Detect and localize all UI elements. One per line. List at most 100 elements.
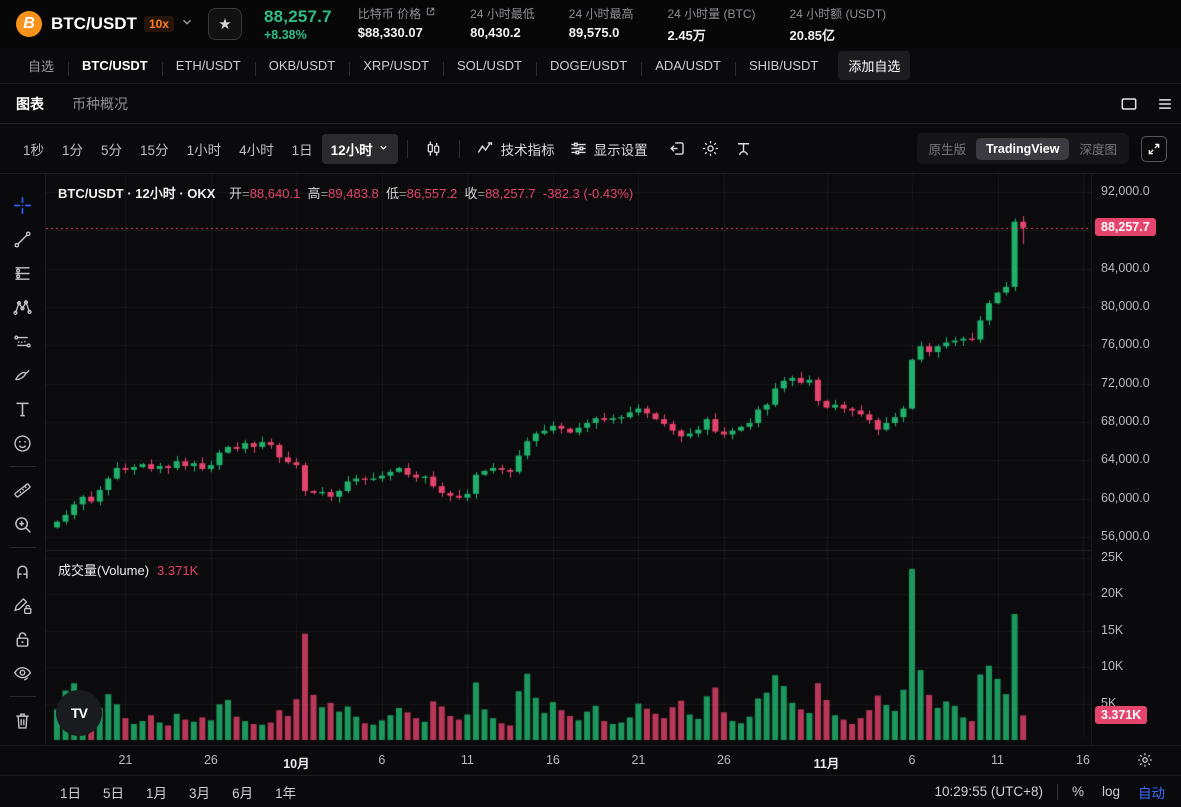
x-tick: 11 [991,753,1004,767]
pair-tab--[interactable]: 自选 [28,59,55,74]
panel-list-icon[interactable] [1155,94,1175,114]
star-icon: ★ [218,16,232,33]
x-tick: 10月 [283,757,310,771]
volume-axis-label: 20K [1101,586,1124,601]
external-link-icon[interactable] [425,6,436,20]
x-tick: 11月 [813,757,840,771]
pair-tab-ada-usdt[interactable]: ADA/USDT [641,58,735,76]
mode-tradingview[interactable]: TradingView [976,137,1070,160]
pair-title: BTC/USDT [51,14,137,33]
chart-mode-switch: 原生版 TradingView 深度图 [916,133,1129,164]
range-5日[interactable]: 5日 [103,785,125,801]
range-1月[interactable]: 1月 [146,785,168,801]
pair-dropdown-chevron-icon[interactable] [180,15,194,34]
layout-icon[interactable] [1119,94,1139,114]
volume-axis-label: 5K [1101,695,1117,710]
tab-chart[interactable]: 图表 [16,95,44,112]
percent-scale-button[interactable]: % [1071,784,1084,799]
range-1日[interactable]: 1日 [60,785,82,801]
header-stats: 比特币 价格 $88,330.07 24 小时最低 80,430.2 24 小时最高 89… [358,5,886,44]
pair-tab-eth-usdt[interactable]: ETH/USDT [161,58,255,76]
magnet-icon[interactable] [6,554,40,588]
x-tick: 21 [631,753,646,767]
interval-15分[interactable]: 15分 [140,142,169,158]
ohlc-legend: BTC/USDT · 12小时 · OKX 开=88,640.1 高=89,48… [58,186,634,201]
price-axis-label: 56,000.0 [1101,529,1150,543]
header-stat: 比特币 价格 $88,330.07 [358,5,436,44]
rail-divider [9,696,36,697]
replay-icon[interactable] [661,135,694,162]
brush-icon[interactable] [6,358,40,392]
price-axis-label: 84,000.0 [1101,260,1150,275]
interval-1小时[interactable]: 1小时 [186,142,222,158]
mode-深度图[interactable]: 深度图 [1079,143,1117,157]
price-axis[interactable]: 92,000.0 84,000.0 80,000.0 76,000.0 72,000.0… [1091,174,1181,745]
x-tick: 11 [460,753,474,767]
bottom-bar: 1日 5日 1月 3月 6月 1年 10:29:55 (UTC+8) % log 自动 [0,775,1181,807]
x-tick: 21 [118,753,133,767]
header-stat: 24 小时量 (BTC) 2.45万 [667,6,756,43]
eye-hide-icon[interactable] [6,656,40,690]
header: B BTC/USDT 10x ★ 88,257.7 +8.38% 比特币 价格 $… [0,0,1181,48]
candlestick-style-icon[interactable] [417,135,450,162]
auto-scale-button[interactable]: 自动 [1138,785,1165,801]
tab-coin-overview[interactable]: 币种概况 [72,95,128,112]
pair-tab-okb-usdt[interactable]: OKB/USDT [254,58,349,76]
chart-toolbar: 1秒 1分 5分 15分 1小时 4小时 1日 12小时 技术指标 显示设置 [0,124,1181,174]
time-axis[interactable]: 21 26 10月 6 11 16 21 26 11月 6 11 16 [0,745,1181,775]
pair-tab-shib-usdt[interactable]: SHIB/USDT [734,58,832,76]
text-icon[interactable] [6,392,40,426]
clock: 10:29:55 (UTC+8) [934,784,1043,799]
favorite-star-button[interactable]: ★ [207,8,242,40]
xabcd-pattern-icon[interactable] [6,290,40,324]
mode-原生版[interactable]: 原生版 [928,143,967,157]
price-change-percent: +8.38% [263,27,307,42]
price-axis-label: 76,000.0 [1101,337,1150,352]
header-stat: 24 小时额 (USDT) 20.85亿 [789,6,887,43]
axis-settings-gear-icon[interactable] [1136,751,1154,774]
forecast-icon[interactable] [6,324,40,358]
display-settings-button[interactable]: 显示设置 [562,135,655,163]
trend-line-icon[interactable] [6,222,40,256]
zoom-in-icon[interactable] [6,507,40,541]
fib-retracement-icon[interactable] [6,256,40,290]
scale-icon[interactable] [727,135,760,162]
crosshair-icon[interactable] [6,188,40,222]
btc-logo-icon: B [16,11,42,37]
log-scale-button[interactable]: log [1101,784,1120,799]
current-price-badge: 88,257.7 [1095,217,1156,236]
pair-tab-btc-usdt[interactable]: BTC/USDT [68,58,162,76]
gear-icon[interactable] [694,135,727,162]
last-price: 88,257.7 [263,6,332,26]
volume-axis-label: 10K [1101,659,1124,674]
interval-4小时[interactable]: 4小时 [239,142,274,158]
indicators-button[interactable]: 技术指标 [469,135,562,163]
price-block: 88,257.7 +8.38% [264,7,332,42]
draw-lock-icon[interactable] [6,588,40,622]
current-volume-badge: 3.371K [1095,706,1148,725]
interval-1日[interactable]: 1日 [291,142,313,158]
x-tick: 6 [378,753,386,767]
drawing-tools-rail [0,174,46,745]
pair-tab-sol-usdt[interactable]: SOL/USDT [442,58,536,76]
add-watchlist-button[interactable]: 添加自选 [838,51,911,80]
rail-divider [9,547,36,548]
interval-5分[interactable]: 5分 [101,142,123,158]
lock-icon[interactable] [6,622,40,656]
interval-1分[interactable]: 1分 [62,142,84,158]
range-1年[interactable]: 1年 [275,785,297,801]
range-6月[interactable]: 6月 [232,785,254,801]
rail-divider [9,466,36,467]
trash-icon[interactable] [6,703,40,737]
ruler-icon[interactable] [6,473,40,507]
interval-12h-active[interactable]: 12小时 [321,133,398,164]
pair-tab-xrp-usdt[interactable]: XRP/USDT [349,58,443,76]
volume-axis-label: 25K [1101,550,1124,564]
range-3月[interactable]: 3月 [189,785,211,801]
emoji-icon[interactable] [6,426,40,460]
fullscreen-expand-icon[interactable] [1141,135,1167,162]
interval-1秒[interactable]: 1秒 [23,142,45,158]
candlestick-chart-canvas[interactable] [46,174,1091,745]
pair-tab-doge-usdt[interactable]: DOGE/USDT [535,58,641,76]
volume-axis-label: 15K [1101,622,1124,637]
